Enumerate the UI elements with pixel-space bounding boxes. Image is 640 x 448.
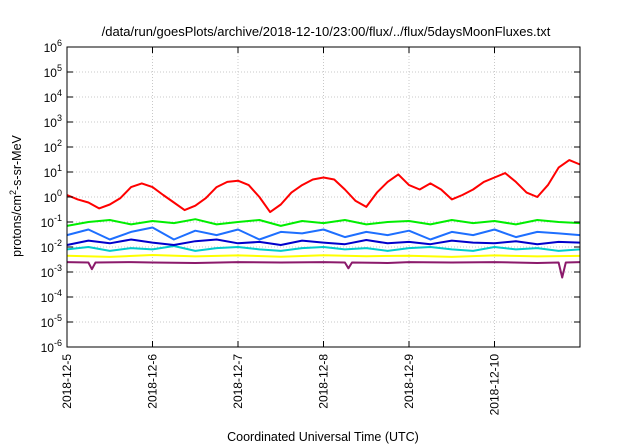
x-tick-label: 2018-12-6 xyxy=(146,354,160,409)
y-label-base: protons/cm xyxy=(10,195,24,257)
y-tick-label: 104 xyxy=(44,88,62,105)
series-line xyxy=(66,226,581,241)
x-tick-label: 2018-12-7 xyxy=(231,354,245,409)
y-tick-label: 10-5 xyxy=(41,313,62,330)
y-axis: 10-6 10-5 10-4 10-3 10-2 10-1 100 101 102 103 104 1… xyxy=(41,38,580,355)
y-tick-label: 10-6 xyxy=(41,338,62,355)
grid xyxy=(67,47,580,347)
x-tick-label: 2018-12-8 xyxy=(317,354,331,409)
y-tick-label: 10-1 xyxy=(41,213,62,230)
series-line xyxy=(66,254,581,258)
y-tick-label: 100 xyxy=(44,188,62,205)
y-tick-label: 105 xyxy=(44,63,62,80)
x-tick-label: 2018-12-5 xyxy=(60,354,74,409)
y-tick-label: 10-3 xyxy=(41,263,62,280)
series-line xyxy=(66,218,581,227)
series-line xyxy=(66,245,581,252)
y-tick-label: 106 xyxy=(44,38,62,55)
chart-title: /data/run/goesPlots/archive/2018-12-10/2… xyxy=(102,24,551,39)
series-line xyxy=(66,159,581,214)
y-tick-label: 103 xyxy=(44,113,62,130)
y-axis-label: protons/cm2-s-sr-MeV xyxy=(8,134,24,256)
series-group xyxy=(66,159,581,279)
y-label-exp: 2 xyxy=(8,190,18,195)
y-tick-label: 10-2 xyxy=(41,238,62,255)
x-axis-label: Coordinated Universal Time (UTC) xyxy=(227,430,419,444)
x-tick-label: 2018-12-10 xyxy=(488,354,502,416)
y-label-rest: -s-sr-MeV xyxy=(10,134,24,190)
y-tick-label: 101 xyxy=(44,163,62,180)
series-line xyxy=(66,261,581,279)
y-tick-label: 102 xyxy=(44,138,62,155)
y-tick-label: 10-4 xyxy=(41,288,62,305)
x-axis: 2018-12-5 2018-12-6 2018-12-7 2018-12-8 2018… xyxy=(60,47,502,415)
x-tick-label: 2018-12-9 xyxy=(402,354,416,409)
series-line xyxy=(66,238,581,246)
